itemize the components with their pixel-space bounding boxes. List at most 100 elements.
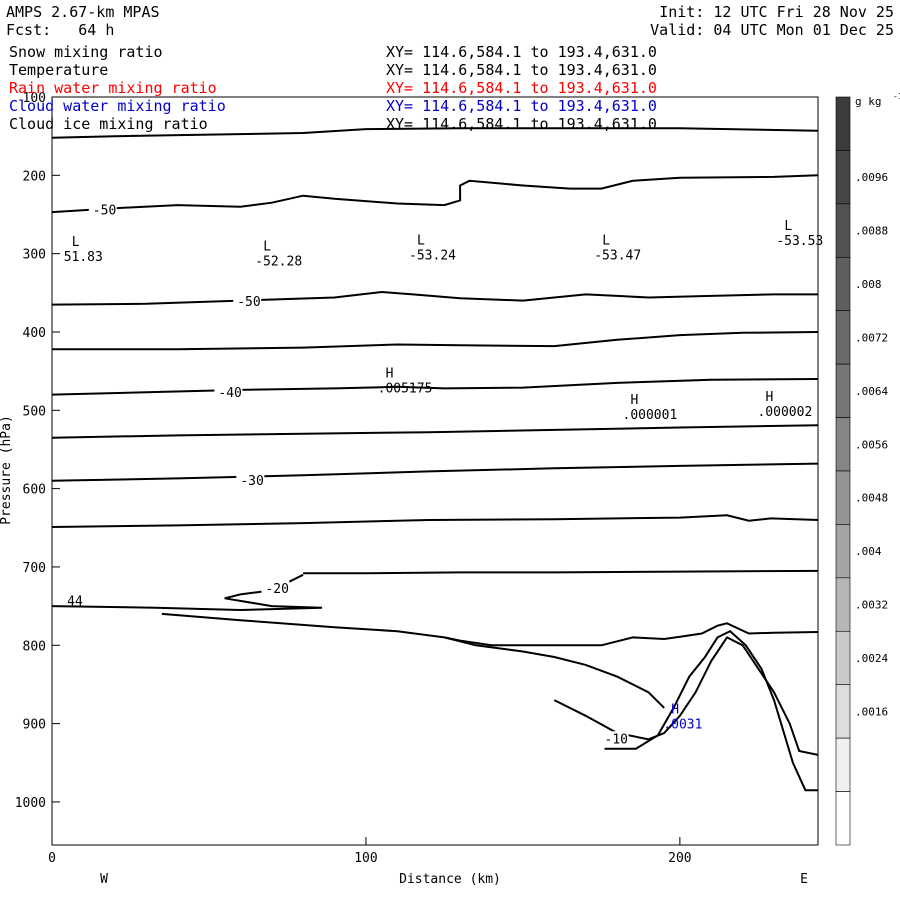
colorbar-swatch (835, 791, 851, 846)
colorbar-level: .0048 (855, 492, 888, 505)
x-tick-label: 0 (48, 851, 56, 866)
extremum-value: .005175 (378, 381, 433, 396)
extremum-value: 51.83 (64, 250, 103, 265)
isotherm-line (51, 424, 819, 439)
extremum-marker: H (631, 393, 639, 408)
legend-field-name: Cloud ice mixing ratio (9, 115, 208, 133)
extrema-labels: L51.83L-52.28L-53.24L-53.47L-53.53H.0051… (64, 219, 824, 732)
isotherm-label: -40 (218, 386, 241, 401)
forecast-hour: Fcst: 64 h (6, 21, 115, 39)
west-label: W (100, 872, 108, 887)
extremum-marker: L (784, 219, 792, 234)
terrain-line (604, 630, 818, 792)
colorbar-swatch (835, 150, 851, 205)
isotherm-label-bg (214, 385, 243, 400)
extremum-value: .0031 (663, 717, 702, 732)
legend-field-name: Snow mixing ratio (9, 43, 163, 61)
isotherm-label: -20 (265, 582, 288, 597)
isotherm-label-bg (88, 202, 117, 217)
y-axis-label: Pressure (hPa) (0, 415, 14, 525)
colorbar-level: .008 (855, 278, 882, 291)
colorbar-swatch (835, 203, 851, 258)
init-time: Init: 12 UTC Fri 28 Nov 25 (659, 3, 894, 21)
extremum-value: -53.53 (776, 234, 823, 249)
isotherm-line (52, 331, 819, 351)
isotherm-line (51, 127, 819, 139)
colorbar-level: .0072 (855, 331, 888, 344)
legend-field-coords: XY= 114.6,584.1 to 193.4,631.0 (386, 43, 657, 61)
isotherm-label: -50 (93, 204, 116, 219)
legend-field-coords: XY= 114.6,584.1 to 193.4,631.0 (386, 115, 657, 133)
extremum-marker: L (602, 233, 610, 248)
y-tick-label: 600 (23, 483, 46, 498)
isotherm-line (51, 462, 819, 482)
isotherm-line (161, 612, 665, 709)
axes: 100 200 300 400 500 600 700 800 900 1000 0 100 200 Di… (0, 91, 808, 887)
x-tick-label: 200 (668, 851, 691, 866)
colorbar-swatch (835, 310, 851, 365)
y-tick-label: 300 (23, 248, 46, 263)
terrain-outline (604, 630, 818, 792)
extremum-value: -53.24 (409, 248, 456, 263)
colorbar-swatch (835, 96, 851, 151)
y-tick-label: 900 (23, 718, 46, 733)
extremum-value: -53.47 (594, 248, 641, 263)
isotherm-label-bg (261, 580, 290, 595)
colorbar-level: .0024 (855, 652, 888, 665)
x-axis-label: Distance (km) (399, 872, 501, 887)
extremum-marker: H (765, 390, 773, 405)
isotherm-line (444, 622, 819, 647)
extremum-value: -52.28 (255, 255, 302, 270)
y-tick-label: 200 (23, 169, 46, 184)
extremum-value: .000002 (757, 405, 812, 420)
colorbar-level: .0032 (855, 599, 888, 612)
edge-contour-label: 44 (67, 595, 83, 610)
colorbar-level: .0064 (855, 385, 888, 398)
colorbar-level: .0056 (855, 438, 888, 451)
isotherm-line (303, 569, 819, 575)
extremum-marker: L (417, 233, 425, 248)
legend-field-name: Rain water mixing ratio (9, 79, 217, 97)
colorbar-swatch (835, 417, 851, 472)
isotherm-label-bg (236, 472, 265, 487)
plot-border (51, 96, 819, 846)
colorbar-swatch (835, 363, 851, 418)
colorbar: .0096 .0088 .008 .0072 .0064 .0056 .0048 .004 .0… (835, 92, 900, 846)
legend-field-coords: XY= 114.6,584.1 to 193.4,631.0 (386, 79, 657, 97)
colorbar-unit-exponent: -1 (893, 92, 900, 101)
isotherm-label: -50 (237, 295, 260, 310)
isotherm-label: -10 (605, 732, 628, 747)
y-tick-label: 100 (23, 91, 46, 106)
colorbar-swatch (835, 684, 851, 739)
y-tick-label: 800 (23, 639, 46, 654)
plot-frame (51, 96, 819, 846)
colorbar-level: .0016 (855, 705, 888, 718)
isotherm-contours (51, 127, 819, 756)
legend-field-coords: XY= 114.6,584.1 to 193.4,631.0 (386, 61, 657, 79)
colorbar-swatch (835, 524, 851, 579)
y-tick-label: 700 (23, 561, 46, 576)
isotherm-label-bg (233, 294, 262, 309)
extremum-marker: L (263, 240, 271, 255)
extremum-marker: H (671, 702, 679, 717)
colorbar-swatch (835, 256, 851, 312)
isotherm-label-bg (600, 731, 629, 746)
contour-labels: -50 -50 -40 -30 -20 -10 (88, 202, 629, 747)
y-tick-label: 400 (23, 326, 46, 341)
isotherm-line (51, 174, 819, 214)
colorbar-unit: g kg (855, 95, 882, 108)
y-tick-label: 500 (23, 404, 46, 419)
x-tick-label: 100 (354, 851, 377, 866)
colorbar-swatch (835, 630, 851, 686)
legend-field-name: Cloud water mixing ratio (9, 97, 226, 115)
colorbar-swatch (835, 577, 851, 632)
colorbar-swatch (835, 737, 851, 792)
colorbar-level: .0096 (855, 171, 888, 184)
isotherm-line (51, 573, 323, 612)
isotherm-line (51, 290, 818, 306)
extremum-marker: L (72, 235, 80, 250)
extremum-value: .000001 (623, 408, 678, 423)
y-tick-label: 1000 (15, 796, 46, 811)
colorbar-swatch (835, 470, 851, 525)
